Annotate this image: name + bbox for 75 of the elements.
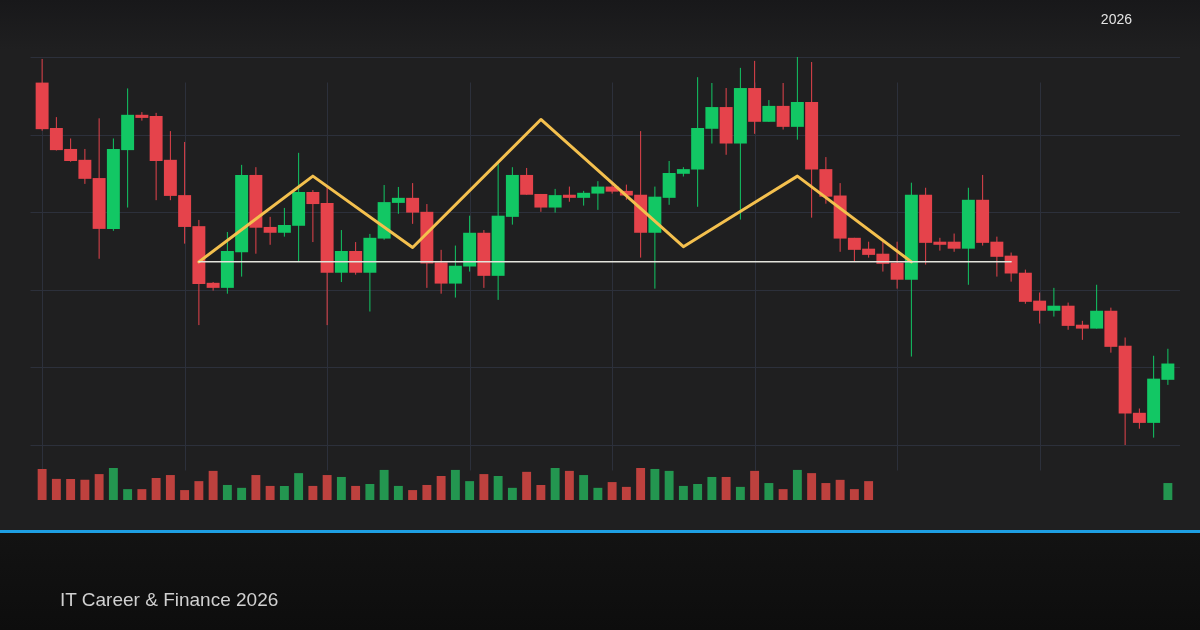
bar bbox=[479, 474, 489, 500]
candlestick bbox=[334, 229, 348, 283]
bar bbox=[493, 476, 503, 500]
candlestick bbox=[1047, 287, 1061, 318]
candlestick bbox=[890, 241, 904, 290]
bar bbox=[849, 489, 859, 500]
bar bbox=[522, 471, 532, 500]
bar bbox=[465, 481, 475, 500]
bar bbox=[165, 475, 175, 500]
bar bbox=[351, 485, 361, 500]
bar bbox=[365, 484, 375, 500]
bar bbox=[294, 473, 304, 500]
bar bbox=[507, 487, 517, 500]
candlestick bbox=[349, 241, 363, 276]
bar bbox=[194, 481, 204, 500]
bar bbox=[137, 489, 147, 500]
bar bbox=[821, 483, 831, 500]
bar bbox=[664, 470, 674, 500]
bar bbox=[222, 484, 232, 500]
bar bbox=[208, 470, 218, 500]
bar bbox=[621, 486, 631, 500]
bar bbox=[422, 484, 432, 500]
bar bbox=[707, 476, 717, 500]
bar bbox=[80, 479, 90, 500]
bar bbox=[393, 485, 403, 500]
bar bbox=[180, 490, 190, 500]
bar bbox=[550, 468, 560, 500]
bar bbox=[379, 469, 389, 500]
bar bbox=[536, 484, 546, 500]
bar bbox=[864, 481, 874, 500]
candlestick bbox=[548, 188, 562, 214]
bar bbox=[308, 485, 318, 500]
bar bbox=[279, 485, 289, 500]
bar bbox=[721, 476, 731, 500]
bar bbox=[94, 474, 104, 500]
candlestick bbox=[434, 249, 448, 295]
bar bbox=[408, 490, 418, 500]
candlestick bbox=[306, 189, 320, 243]
bar bbox=[251, 475, 261, 500]
bar bbox=[636, 468, 646, 500]
bar bbox=[764, 483, 774, 500]
bar bbox=[265, 485, 275, 500]
bar bbox=[108, 468, 118, 500]
bar bbox=[650, 468, 660, 500]
candlestick bbox=[1090, 284, 1104, 330]
bar bbox=[607, 482, 617, 500]
bar bbox=[564, 470, 574, 500]
bar bbox=[123, 489, 133, 500]
text: 2026 bbox=[1100, 11, 1132, 27]
bar bbox=[151, 477, 161, 500]
bar bbox=[593, 487, 603, 500]
bar bbox=[322, 475, 332, 500]
bar bbox=[51, 478, 61, 500]
candlestick bbox=[135, 111, 149, 122]
bar bbox=[579, 475, 589, 500]
bar bbox=[336, 476, 346, 500]
bar bbox=[693, 484, 703, 500]
text: IT Career & Finance 2026 bbox=[60, 589, 279, 611]
bar bbox=[436, 476, 446, 500]
bar bbox=[678, 485, 688, 500]
bar bbox=[735, 486, 745, 500]
bar bbox=[66, 478, 76, 500]
bar bbox=[750, 470, 760, 500]
bar bbox=[835, 479, 845, 500]
bar bbox=[37, 468, 47, 500]
bar bbox=[792, 469, 802, 500]
candlestick bbox=[776, 82, 790, 131]
bar bbox=[237, 487, 247, 500]
candlestick bbox=[263, 216, 277, 246]
bar bbox=[778, 489, 788, 500]
bar bbox=[450, 469, 460, 500]
bar bbox=[807, 473, 817, 500]
bar bbox=[1163, 483, 1173, 500]
candlestick bbox=[762, 99, 776, 123]
candlestick bbox=[947, 233, 961, 253]
